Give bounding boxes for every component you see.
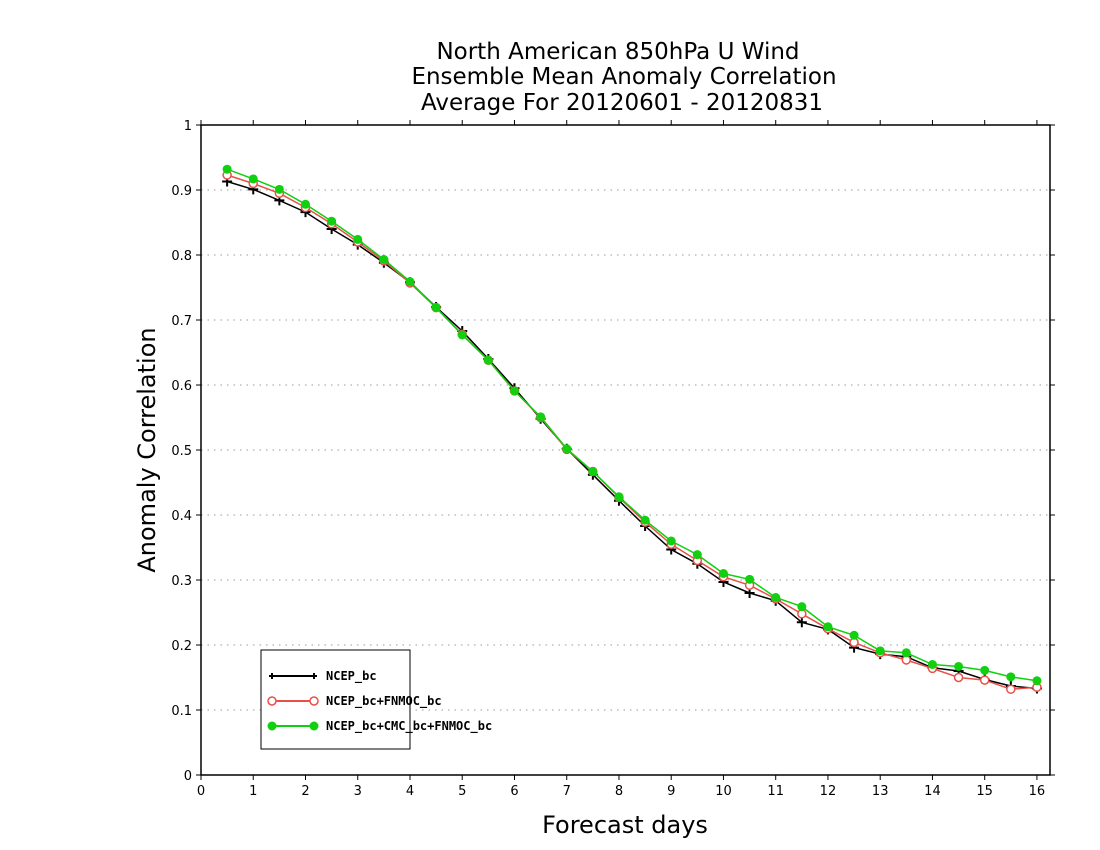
legend-entry-1: NCEP_bc [269, 669, 377, 684]
data-point [1006, 672, 1016, 682]
data-point [823, 622, 833, 632]
y-axis-label: Anomaly Correlation [133, 327, 161, 572]
data-point [562, 444, 572, 454]
y-tick-label: 0.6 [171, 379, 192, 394]
legend-entry-3: NCEP_bc+CMC_bc+FNMOC_bc [267, 719, 492, 734]
data-point [353, 234, 363, 244]
x-tick-label: 13 [872, 784, 889, 799]
title-line-2: Ensemble Mean Anomaly Correlation [411, 64, 836, 90]
data-point [745, 574, 755, 584]
legend-label-3: NCEP_bc+CMC_bc+FNMOC_bc [326, 719, 492, 734]
legend-box [260, 649, 411, 750]
data-point [274, 184, 284, 194]
x-tick-label: 11 [767, 784, 784, 799]
data-point [405, 277, 415, 287]
data-point [875, 646, 885, 656]
data-point [1032, 676, 1042, 686]
data-point [980, 665, 990, 675]
y-tick-label: 0.9 [171, 184, 192, 199]
y-tick-label: 0.1 [171, 704, 192, 719]
grid-lines [201, 189, 1050, 711]
x-tick-label: 4 [406, 784, 414, 799]
legend-label-1: NCEP_bc [326, 669, 377, 684]
legend-label-2: NCEP_bc+FNMOC_bc [326, 694, 442, 709]
series-group [222, 164, 1042, 694]
data-point [666, 536, 676, 546]
data-point [431, 303, 441, 313]
title-line-3: Average For 20120601 - 20120831 [421, 90, 823, 116]
y-tick-label: 0 [184, 769, 192, 784]
data-point [457, 330, 467, 340]
data-point [901, 648, 911, 658]
x-tick-label: 16 [1029, 784, 1046, 799]
legend-entry-2: NCEP_bc+FNMOC_bc [267, 694, 442, 709]
x-tick-label: 12 [820, 784, 837, 799]
data-point [771, 593, 781, 603]
x-tick-label: 0 [197, 784, 205, 799]
legend: NCEP_bc NCEP_bc+FNMOC_bc NCEP_bc+CMC_bc+… [260, 649, 492, 750]
y-tick-label: 0.3 [171, 574, 192, 589]
y-tick-label: 1 [184, 119, 192, 134]
y-tick-label: 0.7 [171, 314, 192, 329]
data-point [300, 199, 310, 209]
x-tick-label: 8 [615, 784, 623, 799]
data-point [379, 255, 389, 265]
data-point [927, 660, 937, 669]
series-line [226, 168, 1038, 682]
y-tick-label: 0.2 [171, 639, 192, 654]
data-point [509, 386, 519, 396]
x-axis-label: Forecast days [542, 811, 708, 839]
series-3 [222, 164, 1042, 686]
data-point [536, 412, 546, 422]
data-point [640, 515, 650, 525]
data-point [1006, 684, 1016, 694]
data-point [588, 466, 598, 476]
x-tick-label: 3 [354, 784, 362, 799]
y-tick-label: 0.4 [171, 509, 192, 524]
x-tick-label: 14 [924, 784, 941, 799]
series-line [226, 180, 1037, 690]
data-point [849, 630, 859, 640]
axis-ticks: 00.10.20.30.40.50.60.70.80.910 1 2 3 4 5 6 7 8 9 1… [171, 119, 1055, 799]
y-tick-label: 0.8 [171, 249, 192, 264]
x-tick-label: 1 [249, 784, 257, 799]
x-tick-label: 2 [301, 784, 309, 799]
data-point [692, 550, 702, 560]
chart-title: North American 850hPa U Wind Ensemble Me… [411, 39, 836, 116]
filled-circle-marker-icon [267, 721, 277, 731]
data-point [954, 661, 964, 671]
filled-circle-marker-icon [309, 721, 319, 731]
open-circle-marker-icon [309, 696, 319, 706]
data-point [953, 672, 964, 683]
data-point [222, 164, 232, 174]
data-point [718, 569, 728, 578]
plus-marker-icon [269, 673, 317, 679]
series-line [226, 174, 1037, 690]
data-point [327, 216, 337, 226]
series-1 [222, 176, 1042, 694]
data-point [614, 492, 624, 502]
x-tick-label: 7 [563, 784, 571, 799]
title-line-1: North American 850hPa U Wind [436, 39, 799, 65]
x-tick-label: 5 [458, 784, 466, 799]
x-tick-label: 15 [976, 784, 993, 799]
x-tick-label: 10 [715, 784, 732, 799]
series-2 [222, 170, 1042, 694]
open-circle-marker-icon [267, 696, 277, 706]
data-point [483, 355, 493, 365]
data-point [248, 174, 258, 184]
y-tick-label: 0.5 [171, 444, 192, 459]
x-tick-label: 6 [510, 784, 518, 799]
data-point [796, 617, 807, 628]
data-point [797, 602, 807, 612]
x-tick-label: 9 [667, 784, 675, 799]
data-point [979, 675, 990, 685]
